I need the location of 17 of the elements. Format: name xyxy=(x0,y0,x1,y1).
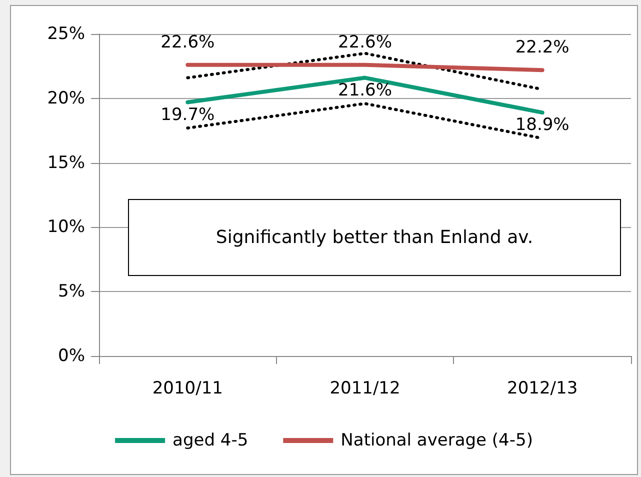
data-label: 22.6% xyxy=(160,32,215,52)
data-label: 22.6% xyxy=(338,32,392,52)
y-tick-label: 0% xyxy=(58,346,85,366)
y-tick-label: 25% xyxy=(47,24,85,44)
y-tick-label: 10% xyxy=(47,217,85,238)
x-tick-label: 2010/11 xyxy=(152,378,223,398)
legend-label: National average (4-5) xyxy=(340,430,533,450)
legend-label: aged 4-5 xyxy=(172,430,248,450)
data-label: 22.2% xyxy=(515,38,570,58)
data-label: 18.9% xyxy=(515,115,570,136)
data-label: 21.6% xyxy=(338,80,392,100)
x-tick-label: 2011/12 xyxy=(330,378,400,398)
y-tick-label: 5% xyxy=(58,282,85,302)
y-tick-label: 15% xyxy=(47,152,85,173)
x-tick-label: 2012/13 xyxy=(507,378,578,398)
y-tick-label: 20% xyxy=(47,88,85,108)
data-label: 19.7% xyxy=(160,104,215,125)
